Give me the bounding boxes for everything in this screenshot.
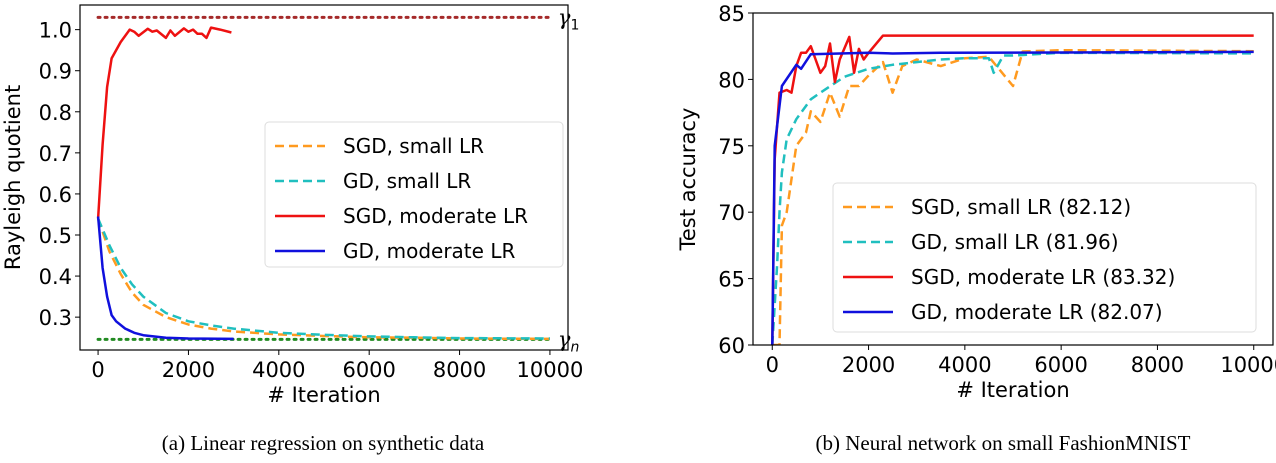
y-tick-label: 0.5 xyxy=(39,224,72,248)
x-tick-label: 6000 xyxy=(342,358,395,382)
x-tick-label: 10000 xyxy=(517,358,584,382)
y-tick-label: 65 xyxy=(718,268,745,292)
x-tick-label: 4000 xyxy=(252,358,305,382)
series-group xyxy=(96,26,550,341)
x-tick-label: 6000 xyxy=(1034,353,1087,377)
x-tick-label: 8000 xyxy=(433,358,486,382)
legend-label: GD, moderate LR xyxy=(343,239,515,263)
chart-b: 0 2000 4000 6000 8000 10000 60 65 70 75 80 85 # Iter… xyxy=(676,2,1276,455)
legend-label: SGD, moderate LR xyxy=(343,204,528,228)
legend-label: SGD, small LR xyxy=(343,134,484,158)
legend-label: GD, small LR (81.96) xyxy=(911,230,1119,254)
y-axis-label: Test accuracy xyxy=(676,108,700,252)
series-line-2 xyxy=(771,34,1254,345)
chart-a: γ1 γn 0 2000 4000 6000 8000 10000 0.3 0.4 0.5 0.6 0.… xyxy=(1,4,584,455)
reference-label: γ1 xyxy=(558,5,579,33)
legend: SGD, small LR (82.12) GD, small LR (81.96… xyxy=(832,182,1257,333)
plot-frame xyxy=(79,4,569,351)
x-tick-label: 10000 xyxy=(1220,353,1276,377)
y-tick-label: 0.9 xyxy=(39,60,72,84)
series-line-0 xyxy=(772,48,1254,345)
plot-frame xyxy=(752,12,1274,346)
y-tick-label: 0.7 xyxy=(39,142,72,166)
legend-label: GD, moderate LR (82.07) xyxy=(911,300,1163,324)
y-tick-label: 0.4 xyxy=(39,265,72,289)
series-line-0 xyxy=(96,218,550,341)
y-axis-label: Rayleigh quotient xyxy=(1,85,25,270)
series-line-2 xyxy=(96,26,232,219)
legend-label: SGD, small LR (82.12) xyxy=(911,195,1131,219)
y-tick-label: 0.6 xyxy=(39,183,72,207)
x-tick-label: 0 xyxy=(766,353,779,377)
y-tick-label: 1.0 xyxy=(39,19,72,43)
series-line-3 xyxy=(771,50,1254,345)
reference-label: γn xyxy=(558,327,579,355)
caption: (b) Neural network on small FashionMNIST xyxy=(815,431,1190,455)
legend: SGD, small LR GD, small LR SGD, moderate L… xyxy=(264,121,564,268)
x-tick-label: 8000 xyxy=(1131,353,1184,377)
legend-box xyxy=(832,182,1257,333)
caption: (a) Linear regression on synthetic data xyxy=(162,431,485,455)
y-tick-label: 0.8 xyxy=(39,101,72,125)
y-tick-label: 85 xyxy=(718,2,745,26)
x-axis-label: # Iteration xyxy=(956,378,1069,402)
series-line-3 xyxy=(96,216,234,341)
legend-label: SGD, moderate LR (83.32) xyxy=(911,265,1175,289)
legend-box xyxy=(264,121,564,268)
y-tick-label: 80 xyxy=(718,68,745,92)
x-tick-label: 2000 xyxy=(842,353,895,377)
x-tick-label: 2000 xyxy=(162,358,215,382)
series-line-1 xyxy=(96,218,550,340)
y-tick-label: 0.3 xyxy=(39,306,72,330)
y-tick-label: 75 xyxy=(718,135,745,159)
legend-label: GD, small LR xyxy=(343,169,471,193)
x-tick-label: 0 xyxy=(91,358,104,382)
series-group xyxy=(771,34,1254,345)
y-tick-label: 70 xyxy=(718,201,745,225)
x-axis-label: # Iteration xyxy=(267,383,380,407)
y-tick-label: 60 xyxy=(718,334,745,358)
x-tick-label: 4000 xyxy=(938,353,991,377)
